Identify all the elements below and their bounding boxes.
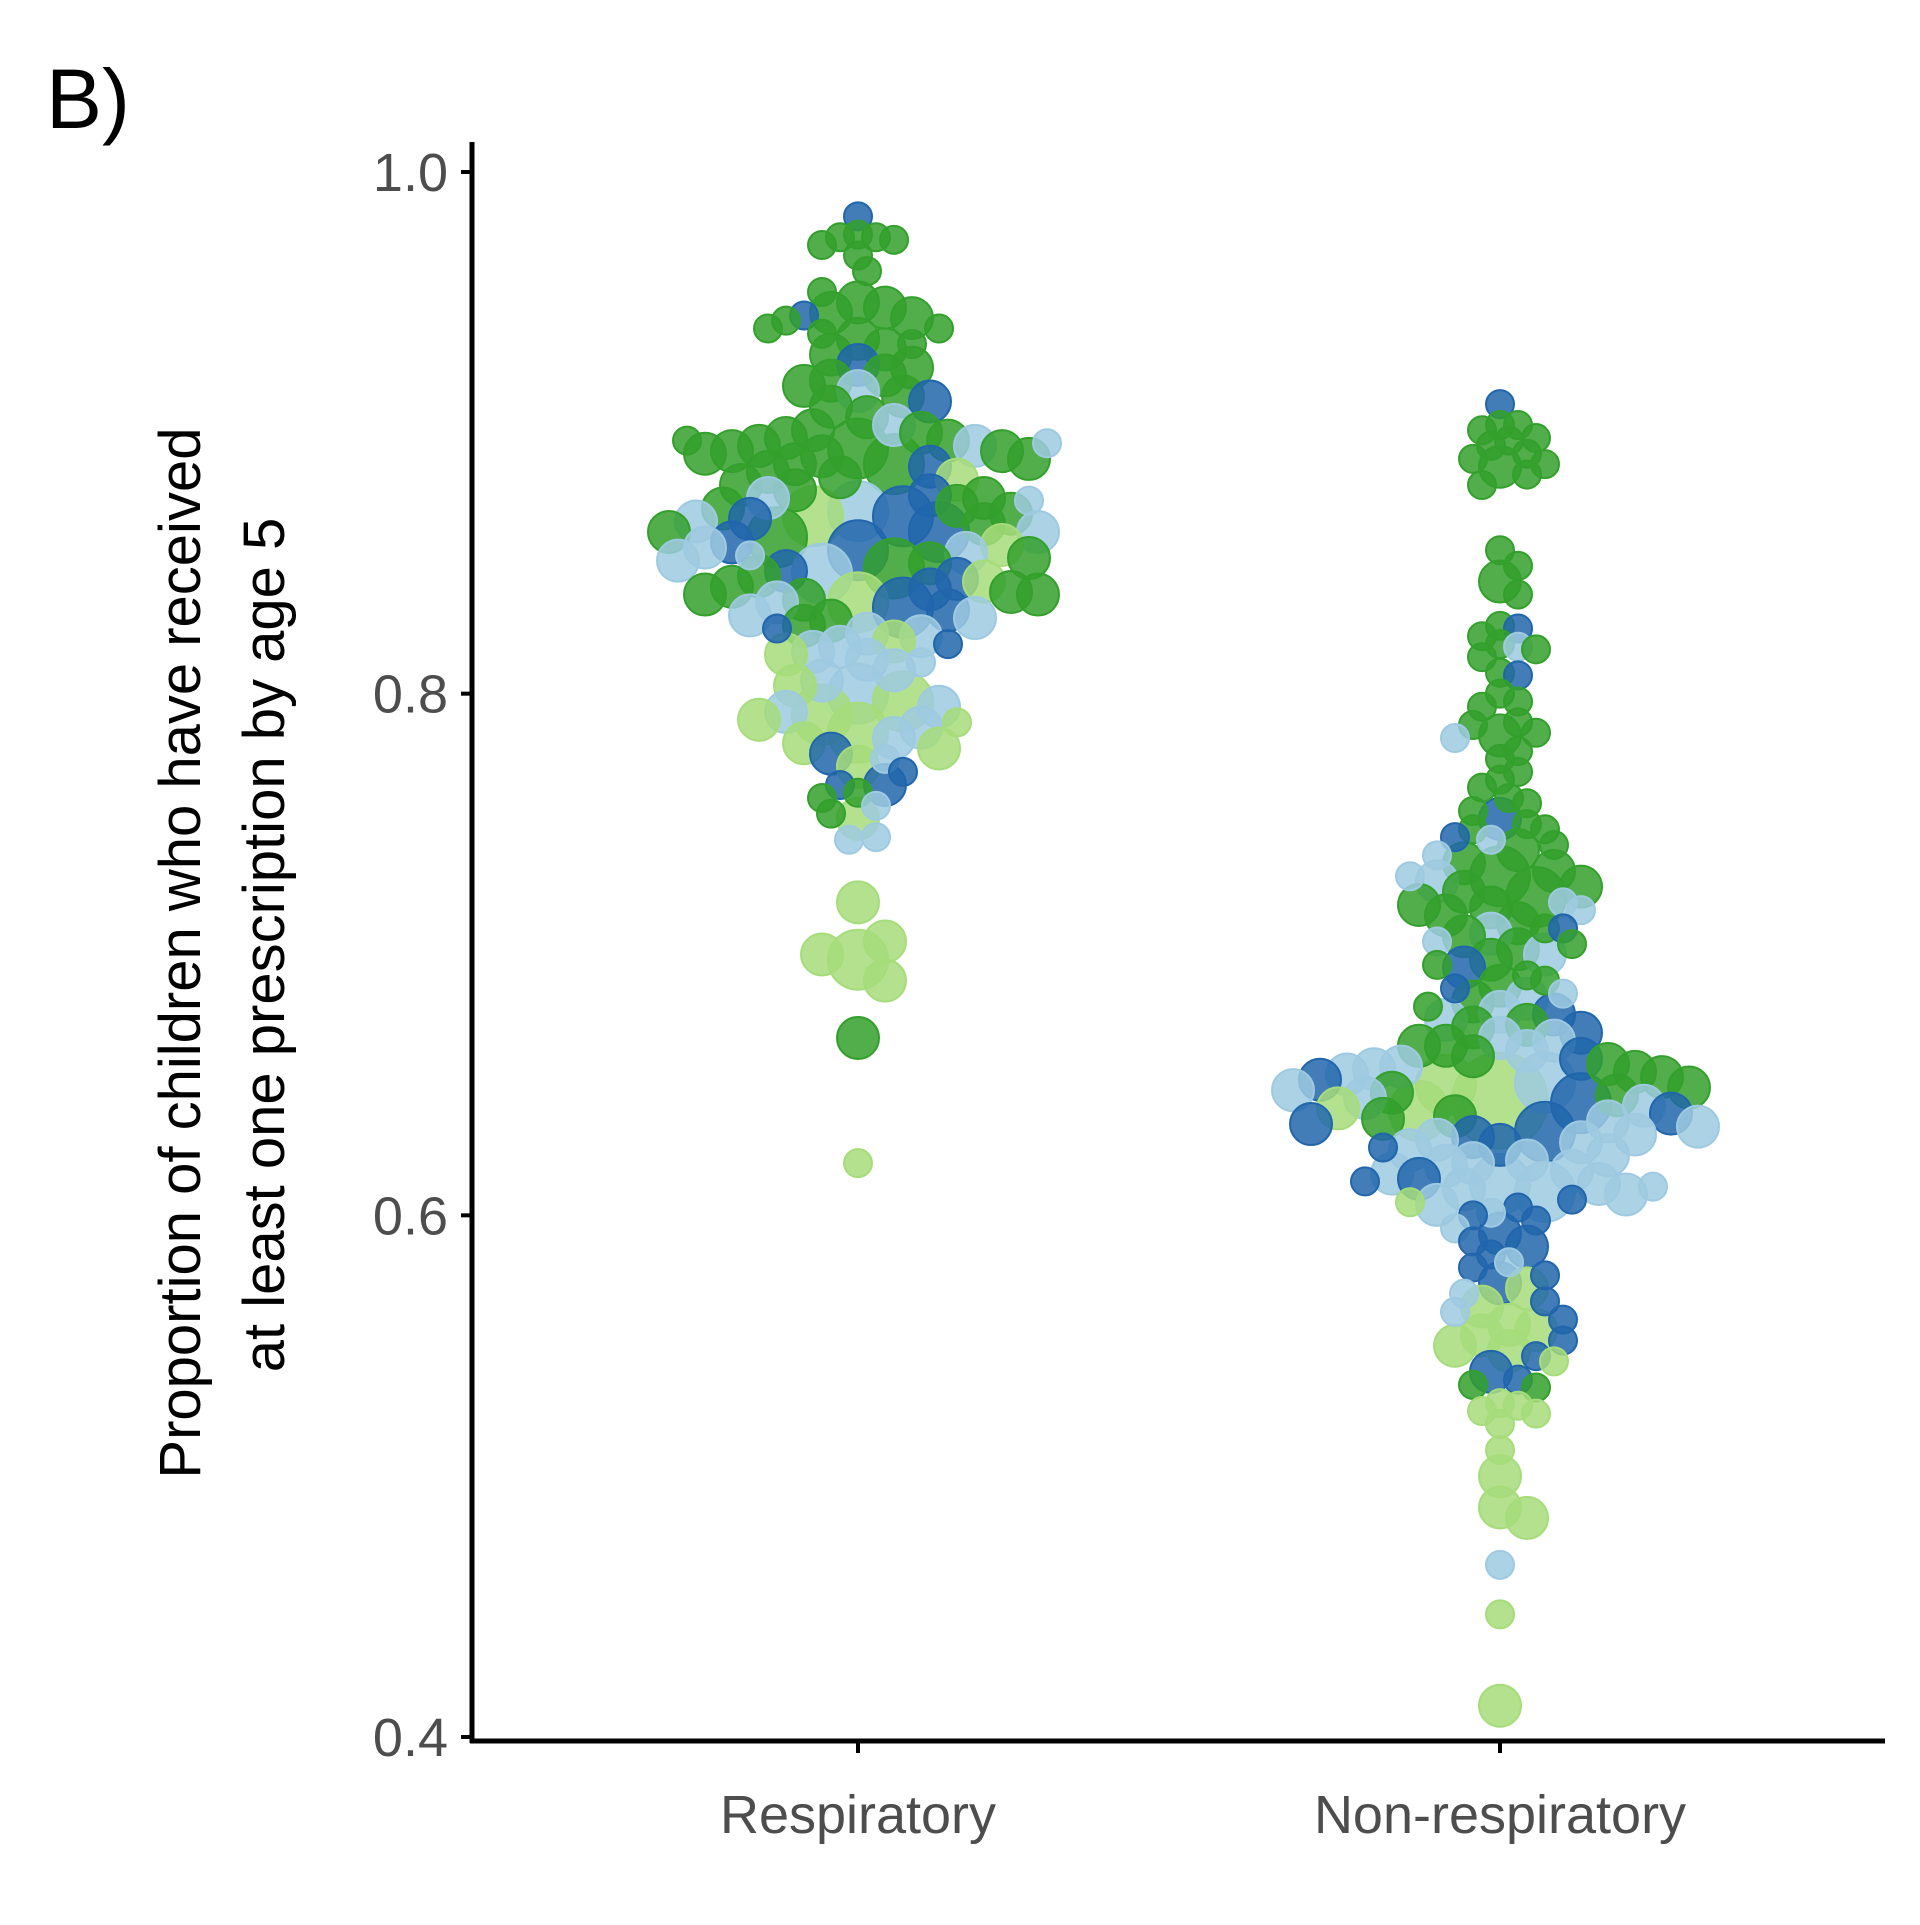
data-point — [1521, 1205, 1551, 1236]
data-point — [1395, 1187, 1425, 1218]
data-point — [656, 538, 700, 583]
data-point — [1505, 1138, 1549, 1183]
y-tick-label: 1.0 — [373, 143, 448, 203]
data-point — [1016, 572, 1060, 617]
data-point — [1368, 1132, 1398, 1163]
data-point — [942, 707, 972, 738]
data-point — [897, 329, 927, 360]
data-point — [1271, 1068, 1315, 1113]
data-point — [1440, 1296, 1470, 1327]
data-point — [762, 613, 792, 644]
data-point — [1485, 1549, 1515, 1580]
data-point — [672, 425, 702, 456]
data-point — [1440, 822, 1470, 853]
data-point — [1478, 1683, 1522, 1728]
data-point — [807, 318, 837, 349]
data-point — [1458, 1252, 1488, 1283]
data-point — [1440, 723, 1470, 754]
data-point — [863, 958, 907, 1003]
y-axis-title-line-1: Proportion of children who have received — [148, 428, 213, 1479]
data-point — [1485, 1599, 1515, 1630]
x-tick-label-respiratory: Respiratory — [720, 1785, 996, 1845]
data-point — [906, 647, 936, 678]
y-tick-label: 0.6 — [373, 1186, 448, 1246]
data-point — [843, 1148, 873, 1179]
data-point — [1530, 1260, 1560, 1291]
data-point — [1566, 895, 1596, 926]
data-point — [1557, 929, 1587, 960]
data-point — [1433, 1323, 1477, 1368]
data-point — [737, 697, 781, 742]
y-axis-title: Proportion of children who have received… — [148, 411, 297, 1478]
data-point — [924, 313, 954, 344]
y-tick-label: 0.4 — [373, 1708, 448, 1768]
data-point — [1676, 1104, 1720, 1149]
data-point — [735, 540, 765, 571]
data-point — [1638, 1171, 1668, 1202]
data-point — [1503, 550, 1533, 581]
data-point — [1557, 1184, 1587, 1215]
data-point — [807, 230, 837, 261]
data-point — [888, 756, 918, 787]
x-tick-label-non-respiratory: Non-respiratory — [1314, 1785, 1686, 1845]
data-point — [1458, 1369, 1488, 1400]
data-point — [861, 822, 891, 853]
data-point — [861, 790, 891, 821]
data-point — [1395, 861, 1425, 892]
data-point — [1458, 443, 1488, 474]
data-point — [1505, 1495, 1549, 1540]
data-point — [917, 726, 961, 771]
data-point — [1539, 1346, 1569, 1377]
data-point — [1014, 485, 1044, 516]
data-point — [1539, 829, 1569, 860]
x-axis-ticks: Respiratory Non-respiratory — [720, 1741, 1686, 1845]
data-point — [1350, 1166, 1380, 1197]
data-point — [953, 596, 997, 641]
data-point — [1451, 1034, 1495, 1079]
data-points-layer — [647, 201, 1720, 1728]
data-point — [836, 880, 880, 925]
data-point — [1512, 459, 1542, 490]
data-point — [1494, 1247, 1524, 1278]
data-point — [1422, 949, 1452, 980]
y-axis-title-line-2: at least one prescription by age 5 — [232, 518, 297, 1372]
data-point — [1503, 579, 1533, 610]
data-point — [1467, 470, 1497, 500]
y-tick-label: 0.8 — [373, 665, 448, 725]
data-point — [836, 1015, 880, 1060]
data-point — [1440, 973, 1470, 1004]
data-point — [1413, 991, 1443, 1022]
data-point — [807, 276, 837, 307]
data-point — [1505, 1029, 1549, 1074]
y-axis-ticks: 0.4 0.6 0.8 1.0 — [373, 143, 472, 1768]
panel-label: B) — [46, 52, 130, 146]
data-point — [800, 932, 844, 977]
data-point — [753, 313, 783, 344]
data-point — [1521, 1398, 1551, 1429]
data-point — [816, 798, 846, 829]
data-point — [1530, 1286, 1560, 1317]
data-point — [1485, 1409, 1515, 1439]
data-point — [683, 572, 727, 617]
data-point — [1485, 1435, 1515, 1466]
data-point — [818, 455, 862, 500]
data-point — [1521, 634, 1551, 665]
data-point — [1422, 840, 1452, 871]
data-point — [1521, 717, 1551, 748]
data-point — [933, 629, 963, 660]
data-point — [1548, 978, 1578, 1009]
data-point — [834, 824, 864, 855]
data-point — [852, 256, 882, 287]
data-point — [1476, 824, 1506, 855]
data-point — [879, 224, 909, 255]
data-point — [863, 919, 907, 964]
data-point — [1289, 1102, 1333, 1147]
data-point — [1032, 428, 1062, 459]
